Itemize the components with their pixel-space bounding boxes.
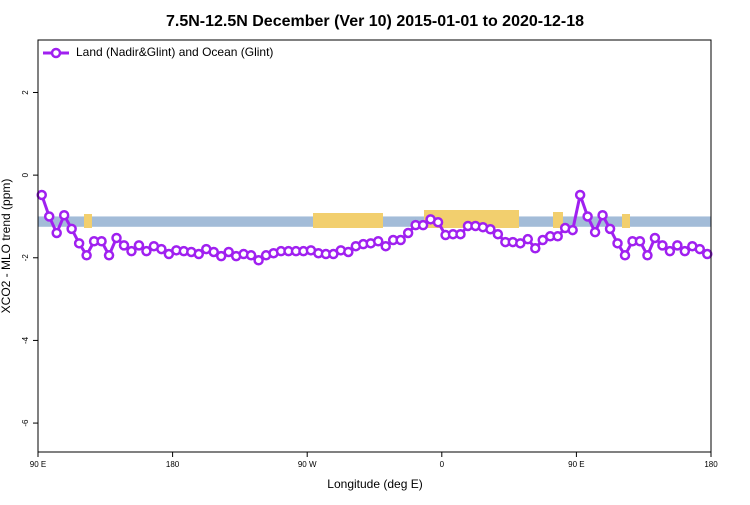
plot-area	[36, 189, 713, 266]
data-point	[215, 250, 227, 262]
data-point	[402, 227, 414, 239]
y-tick-label: -2	[21, 254, 30, 262]
data-point	[522, 233, 534, 245]
data-point	[343, 246, 354, 258]
data-point	[589, 226, 601, 238]
data-point	[664, 245, 676, 257]
data-point	[58, 209, 70, 221]
data-point	[36, 189, 47, 201]
data-point	[432, 216, 444, 228]
data-point	[679, 245, 691, 257]
data-point	[455, 228, 466, 240]
data-point	[417, 219, 429, 231]
legend-marker	[50, 47, 62, 59]
x-tick-label: 90 E	[30, 460, 46, 469]
data-point	[492, 228, 504, 240]
data-point	[96, 235, 107, 247]
data-point	[103, 250, 115, 261]
data-point	[574, 189, 586, 201]
plot-frame	[37, 39, 712, 453]
data-point	[81, 250, 92, 261]
data-point	[51, 227, 62, 239]
land-patches	[84, 210, 630, 228]
chart-title: 7.5N-12.5N December (Ver 10) 2015-01-01 …	[166, 13, 584, 30]
x-tick-label: 180	[166, 460, 180, 469]
data-point	[118, 240, 130, 251]
data-point	[612, 238, 623, 249]
data-point	[133, 240, 145, 251]
data-point	[694, 243, 706, 255]
data-point	[372, 235, 384, 247]
data-point	[702, 248, 713, 260]
data-point	[657, 240, 668, 251]
data-point	[395, 234, 406, 246]
x-axis-label: Longitude (deg E)	[327, 477, 422, 491]
x-tick-label: 0	[440, 460, 445, 469]
y-tick-label: 2	[21, 90, 30, 95]
y-tick-label: 0	[21, 172, 30, 177]
data-point	[156, 243, 167, 255]
y-axis-label: XCO2 - MLO trend (ppm)	[0, 179, 13, 314]
data-point	[597, 209, 608, 221]
x-tick-label: 90 W	[298, 460, 317, 469]
data-point	[515, 238, 526, 249]
data-point	[73, 238, 85, 249]
land	[313, 213, 383, 228]
data-point	[530, 243, 541, 254]
x-tick-label: 180	[704, 460, 718, 469]
data-point	[66, 223, 77, 235]
data-point	[380, 240, 391, 252]
data-point	[126, 245, 137, 257]
land	[553, 212, 563, 228]
land	[424, 210, 519, 228]
data-point	[634, 235, 646, 247]
data-point	[223, 246, 234, 258]
x-tick-label: 90 E	[568, 460, 584, 469]
land	[84, 214, 92, 228]
data-point	[567, 224, 578, 236]
data-point	[642, 250, 653, 261]
data-point	[552, 231, 563, 242]
y-tick-label: -6	[21, 419, 30, 427]
data-point	[141, 245, 152, 257]
data-point	[193, 248, 205, 260]
data-point	[245, 250, 257, 261]
data-point	[604, 223, 616, 235]
legend-label: Land (Nadir&Glint) and Ocean (Glint)	[76, 45, 273, 59]
data-point	[208, 246, 219, 258]
data-point	[485, 224, 496, 235]
data-point	[253, 255, 264, 266]
data-point	[649, 232, 661, 244]
y-tick-label: -4	[21, 336, 30, 344]
data-point	[43, 211, 55, 222]
land	[622, 214, 630, 228]
data-point	[672, 240, 683, 251]
data-point	[111, 232, 122, 244]
data-point	[582, 211, 593, 222]
data-point	[619, 250, 631, 261]
